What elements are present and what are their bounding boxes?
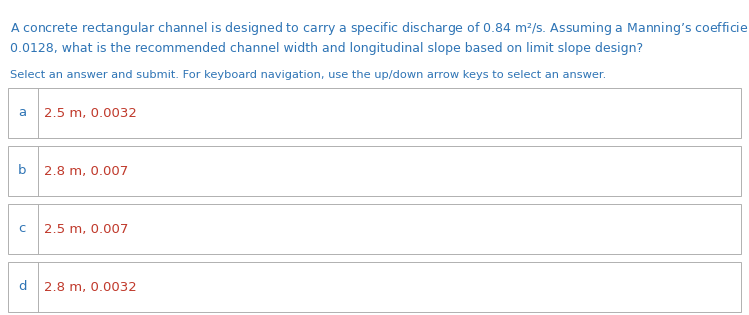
- Bar: [8, 262, 741, 312]
- Bar: [8, 88, 741, 138]
- Bar: [8, 204, 741, 254]
- Text: a: a: [18, 106, 26, 119]
- Text: b: b: [18, 164, 26, 177]
- Text: A concrete rectangular channel is designed to carry a specific discharge of 0.84: A concrete rectangular channel is design…: [10, 20, 749, 37]
- Text: 2.5 m, 0.007: 2.5 m, 0.007: [44, 222, 128, 236]
- Text: 2.5 m, 0.0032: 2.5 m, 0.0032: [44, 106, 137, 119]
- Text: 0.0128, what is the recommended channel width and longitudinal slope based on li: 0.0128, what is the recommended channel …: [10, 42, 643, 55]
- Text: 2.8 m, 0.0032: 2.8 m, 0.0032: [44, 280, 137, 294]
- Bar: [8, 146, 741, 196]
- Text: c: c: [18, 222, 25, 236]
- Text: Select an answer and submit. For keyboard navigation, use the up/down arrow keys: Select an answer and submit. For keyboar…: [10, 70, 606, 80]
- Text: d: d: [18, 280, 26, 294]
- Text: 2.8 m, 0.007: 2.8 m, 0.007: [44, 164, 128, 177]
